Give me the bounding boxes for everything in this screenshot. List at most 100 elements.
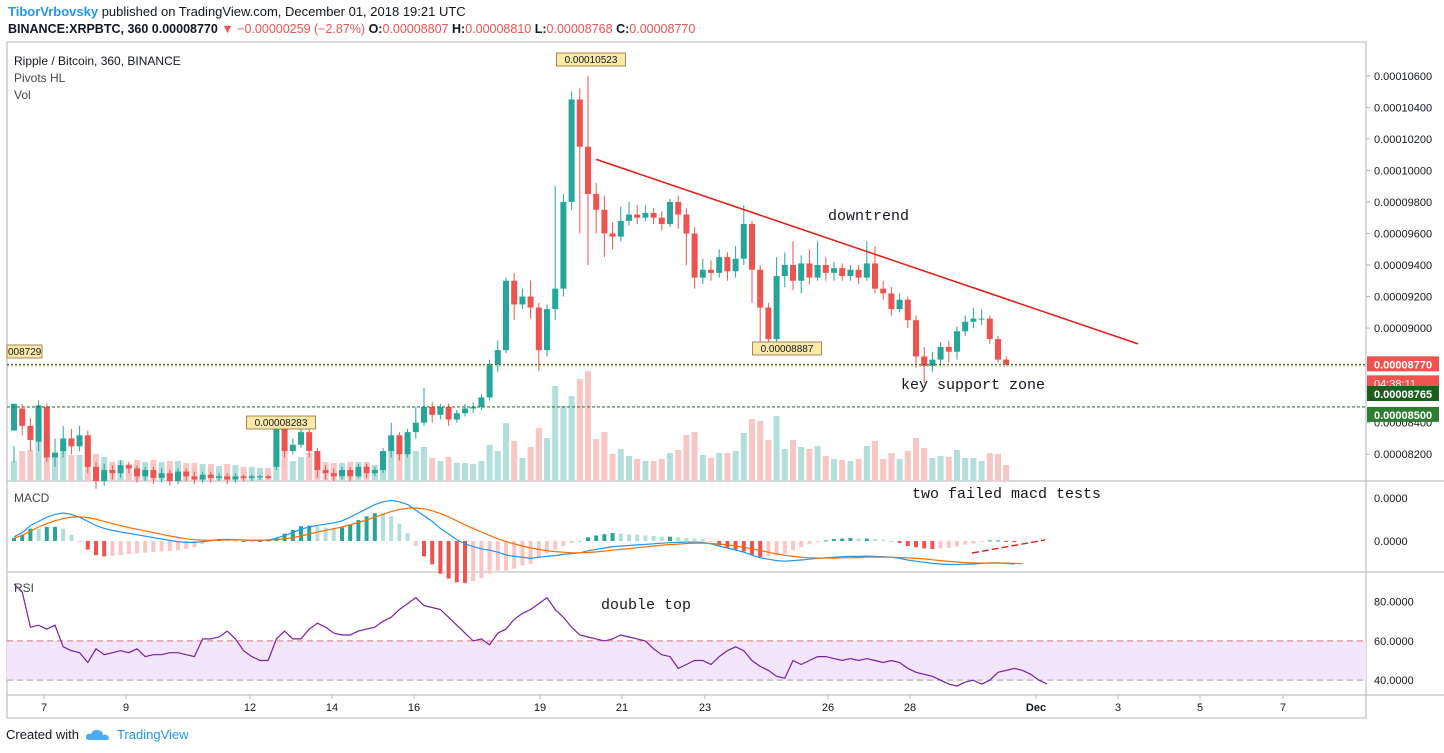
time-axis-label: 16 — [408, 702, 420, 714]
macd-histogram-bar — [897, 541, 902, 543]
volume-bar — [306, 453, 313, 481]
volume-bar — [855, 459, 862, 481]
candle-body — [257, 476, 263, 478]
candle-body — [1003, 359, 1010, 365]
macd-histogram-bar — [331, 528, 336, 541]
candle-body — [166, 473, 173, 482]
volume-bar — [667, 453, 673, 481]
close-value: 0.00008770 — [629, 22, 696, 36]
candle-body — [781, 265, 788, 277]
volume-bar — [773, 416, 780, 481]
macd-histogram-bar — [709, 541, 713, 542]
price-axis-label: 0.00009200 — [1374, 292, 1432, 304]
macd-axis-label: 0.0000 — [1374, 493, 1408, 505]
volume-bar — [404, 453, 411, 481]
volume-bar — [896, 459, 903, 481]
volume-bar — [232, 465, 239, 481]
pivot-high-label-box — [556, 52, 626, 67]
high-value: 0.00008810 — [465, 22, 532, 36]
support-price-tag-text: 0.00008500 — [1374, 410, 1432, 422]
macd-histogram-bar — [184, 541, 189, 550]
volume-bar — [937, 456, 944, 481]
candle-body — [330, 473, 337, 477]
candle-body — [60, 438, 67, 452]
volume-bar — [281, 451, 288, 481]
macd-histogram-bar — [299, 526, 303, 541]
candle-body — [978, 318, 985, 320]
macd-histogram-bar — [684, 537, 689, 541]
volume-bar — [503, 423, 509, 481]
rsi-axis-label: 40.0000 — [1374, 675, 1414, 687]
candle-body — [380, 451, 386, 470]
volume-bar — [412, 451, 419, 481]
candle-body — [412, 422, 419, 433]
candle-body — [207, 474, 214, 478]
macd-annotation[interactable]: two failed macd tests — [912, 486, 1101, 503]
macd-histogram-bar — [364, 516, 369, 541]
candle-body — [421, 406, 427, 423]
macd-histogram-bar — [315, 526, 320, 541]
price-axis-label: 0.00009600 — [1374, 228, 1432, 240]
support-annotation[interactable]: key support zone — [901, 377, 1045, 394]
volume-bar — [35, 439, 42, 481]
candle-body — [429, 406, 436, 415]
downtrend-annotation[interactable]: downtrend — [828, 208, 909, 225]
macd-histogram-bar — [659, 536, 664, 541]
macd-histogram-bar — [528, 541, 533, 564]
macd-signal-line — [13, 507, 1023, 565]
double-top-annotation[interactable]: double top — [601, 597, 691, 614]
pivot-left-box — [6, 344, 43, 359]
rsi-line — [13, 583, 1048, 687]
candle-body — [634, 214, 641, 218]
candle-body — [478, 397, 485, 407]
macd-histogram-bar — [446, 541, 451, 579]
volume-bar — [511, 441, 518, 481]
volume-bar — [732, 451, 739, 481]
macd-histogram-bar — [602, 534, 607, 541]
candle-body — [52, 452, 58, 458]
rsi-band — [7, 640, 1366, 681]
macd-histogram-bar — [241, 541, 246, 542]
candle-body — [855, 269, 862, 278]
volume-bar — [19, 451, 26, 481]
candle-body — [519, 296, 526, 305]
candle-body — [880, 288, 887, 294]
price-axis-label: 0.00010200 — [1374, 134, 1432, 146]
candle-body — [142, 470, 149, 477]
candle-body — [453, 413, 460, 420]
macd-histogram-bar — [643, 535, 648, 541]
macd-histogram-bar — [569, 541, 574, 543]
volume-bar — [27, 450, 34, 481]
candle-body — [175, 471, 181, 482]
macd-histogram-bar — [397, 523, 402, 541]
candle-body — [765, 307, 772, 340]
time-axis-label: 28 — [904, 702, 916, 714]
candle-body — [158, 473, 165, 478]
volume-bar — [68, 455, 75, 481]
volume-bar — [52, 453, 58, 481]
candle-body — [322, 470, 329, 474]
volume-bar — [683, 435, 690, 481]
author-link[interactable]: TiborVrbovsky — [8, 4, 99, 19]
candle-body — [708, 269, 714, 273]
support-price-tag-box — [1367, 406, 1439, 422]
macd-histogram-bar — [282, 533, 287, 541]
macd-histogram-bar — [889, 541, 894, 542]
volume-bar — [642, 461, 649, 481]
mid-price-tag-box — [1367, 386, 1439, 401]
candle-body — [527, 296, 534, 308]
candle-body — [872, 263, 878, 289]
volume-bar — [831, 459, 837, 481]
close-label: C: — [616, 22, 630, 36]
time-axis-label: 23 — [699, 702, 711, 714]
macd-histogram-bar — [110, 541, 115, 556]
tradingview-cloud-icon — [85, 729, 109, 740]
time-axis-label: 5 — [1197, 702, 1203, 714]
candle-body — [929, 359, 936, 366]
volume-bar — [11, 461, 17, 481]
candle-body — [445, 406, 452, 420]
tradingview-link[interactable]: TradingView — [116, 727, 189, 742]
macd-histogram-bar — [454, 541, 459, 583]
volume-bar — [240, 467, 247, 481]
